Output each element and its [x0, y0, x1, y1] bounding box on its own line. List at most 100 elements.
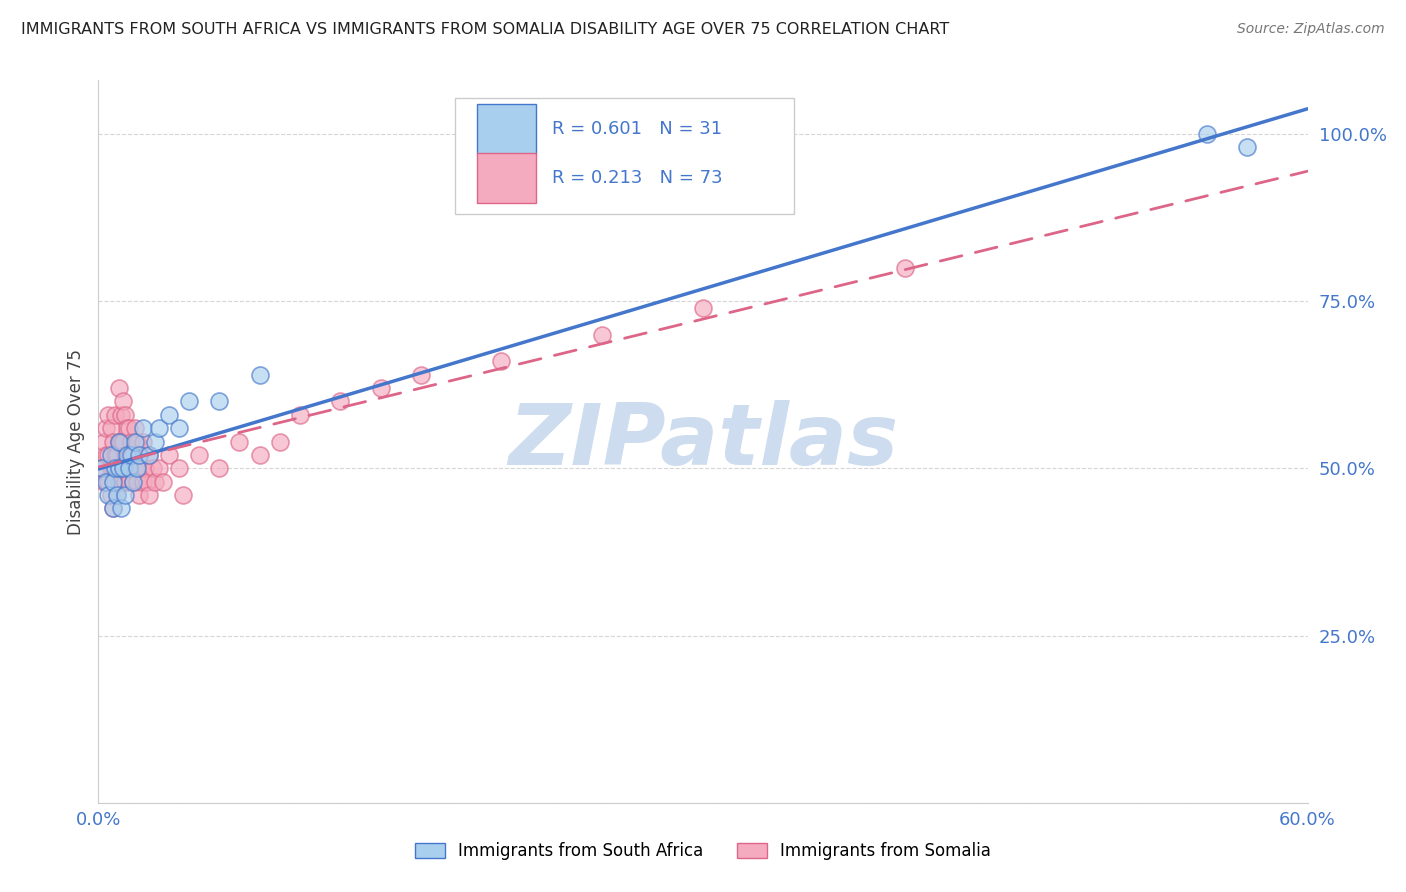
Point — [118, 448, 141, 462]
Point — [1195, 127, 1218, 141]
Point — [125, 434, 148, 449]
Point — [121, 475, 143, 489]
Point — [124, 434, 146, 449]
Text: R = 0.601   N = 31: R = 0.601 N = 31 — [551, 120, 721, 138]
Text: IMMIGRANTS FROM SOUTH AFRICA VS IMMIGRANTS FROM SOMALIA DISABILITY AGE OVER 75 C: IMMIGRANTS FROM SOUTH AFRICA VS IMMIGRAN… — [21, 22, 949, 37]
Point — [114, 488, 136, 502]
Point — [93, 475, 115, 489]
Point — [101, 501, 124, 516]
Point — [115, 461, 138, 475]
Point — [103, 475, 125, 489]
Point — [128, 448, 150, 462]
FancyBboxPatch shape — [477, 104, 536, 154]
Point — [138, 448, 160, 462]
Text: R = 0.213   N = 73: R = 0.213 N = 73 — [551, 169, 723, 186]
Point — [692, 301, 714, 315]
Point — [97, 448, 120, 462]
Point — [249, 368, 271, 382]
Point — [91, 461, 114, 475]
Point — [100, 488, 122, 502]
Point — [157, 448, 180, 462]
Point — [208, 394, 231, 409]
Point — [121, 448, 143, 462]
FancyBboxPatch shape — [477, 153, 536, 202]
Point — [118, 421, 141, 435]
Point — [107, 475, 129, 489]
Point — [107, 381, 129, 395]
Point — [110, 475, 132, 489]
Point — [157, 408, 180, 422]
Point — [120, 448, 142, 462]
Point — [167, 461, 190, 475]
Point — [101, 501, 124, 516]
Point — [188, 448, 211, 462]
Point — [329, 394, 352, 409]
Point — [142, 461, 165, 475]
Point — [111, 434, 134, 449]
Point — [179, 394, 201, 409]
Text: ZIPatlas: ZIPatlas — [508, 400, 898, 483]
Point — [152, 475, 174, 489]
Point — [110, 501, 132, 516]
Text: Source: ZipAtlas.com: Source: ZipAtlas.com — [1237, 22, 1385, 37]
Point — [96, 448, 118, 462]
Point — [114, 408, 136, 422]
Point — [110, 408, 132, 422]
Point — [128, 448, 150, 462]
Point — [128, 488, 150, 502]
Point — [105, 488, 128, 502]
Point — [107, 461, 129, 475]
Point — [110, 434, 132, 449]
Point — [101, 475, 124, 489]
Point — [288, 408, 311, 422]
Point — [100, 421, 122, 435]
Point — [143, 434, 166, 449]
Point — [115, 448, 138, 462]
Point — [132, 421, 155, 435]
Point — [103, 448, 125, 462]
Legend: Immigrants from South Africa, Immigrants from Somalia: Immigrants from South Africa, Immigrants… — [408, 836, 998, 867]
Point — [409, 368, 432, 382]
Point — [148, 421, 170, 435]
Point — [97, 408, 120, 422]
Point — [96, 475, 118, 489]
FancyBboxPatch shape — [456, 98, 793, 214]
Point — [1236, 140, 1258, 154]
Point — [120, 461, 142, 475]
Point — [120, 434, 142, 449]
Point — [96, 421, 118, 435]
Point — [103, 408, 125, 422]
Point — [893, 260, 915, 275]
Y-axis label: Disability Age Over 75: Disability Age Over 75 — [66, 349, 84, 534]
Point — [138, 448, 160, 462]
Point — [101, 434, 124, 449]
Point — [97, 475, 120, 489]
Point — [132, 434, 155, 449]
Point — [138, 488, 160, 502]
Point — [134, 461, 156, 475]
Point — [172, 488, 194, 502]
Point — [101, 461, 124, 475]
Point — [135, 475, 157, 489]
Point — [111, 461, 134, 475]
Point — [249, 448, 271, 462]
Point — [111, 394, 134, 409]
Point — [114, 448, 136, 462]
Point — [111, 461, 134, 475]
Point — [129, 461, 152, 475]
Point — [269, 434, 291, 449]
Point — [105, 448, 128, 462]
Point — [208, 461, 231, 475]
Point — [228, 434, 250, 449]
Point — [124, 461, 146, 475]
Point — [125, 475, 148, 489]
Point — [124, 421, 146, 435]
Point — [143, 475, 166, 489]
Point — [93, 434, 115, 449]
Point — [118, 475, 141, 489]
Point — [148, 461, 170, 475]
Point — [125, 461, 148, 475]
Point — [121, 475, 143, 489]
Point — [103, 461, 125, 475]
Point — [100, 448, 122, 462]
